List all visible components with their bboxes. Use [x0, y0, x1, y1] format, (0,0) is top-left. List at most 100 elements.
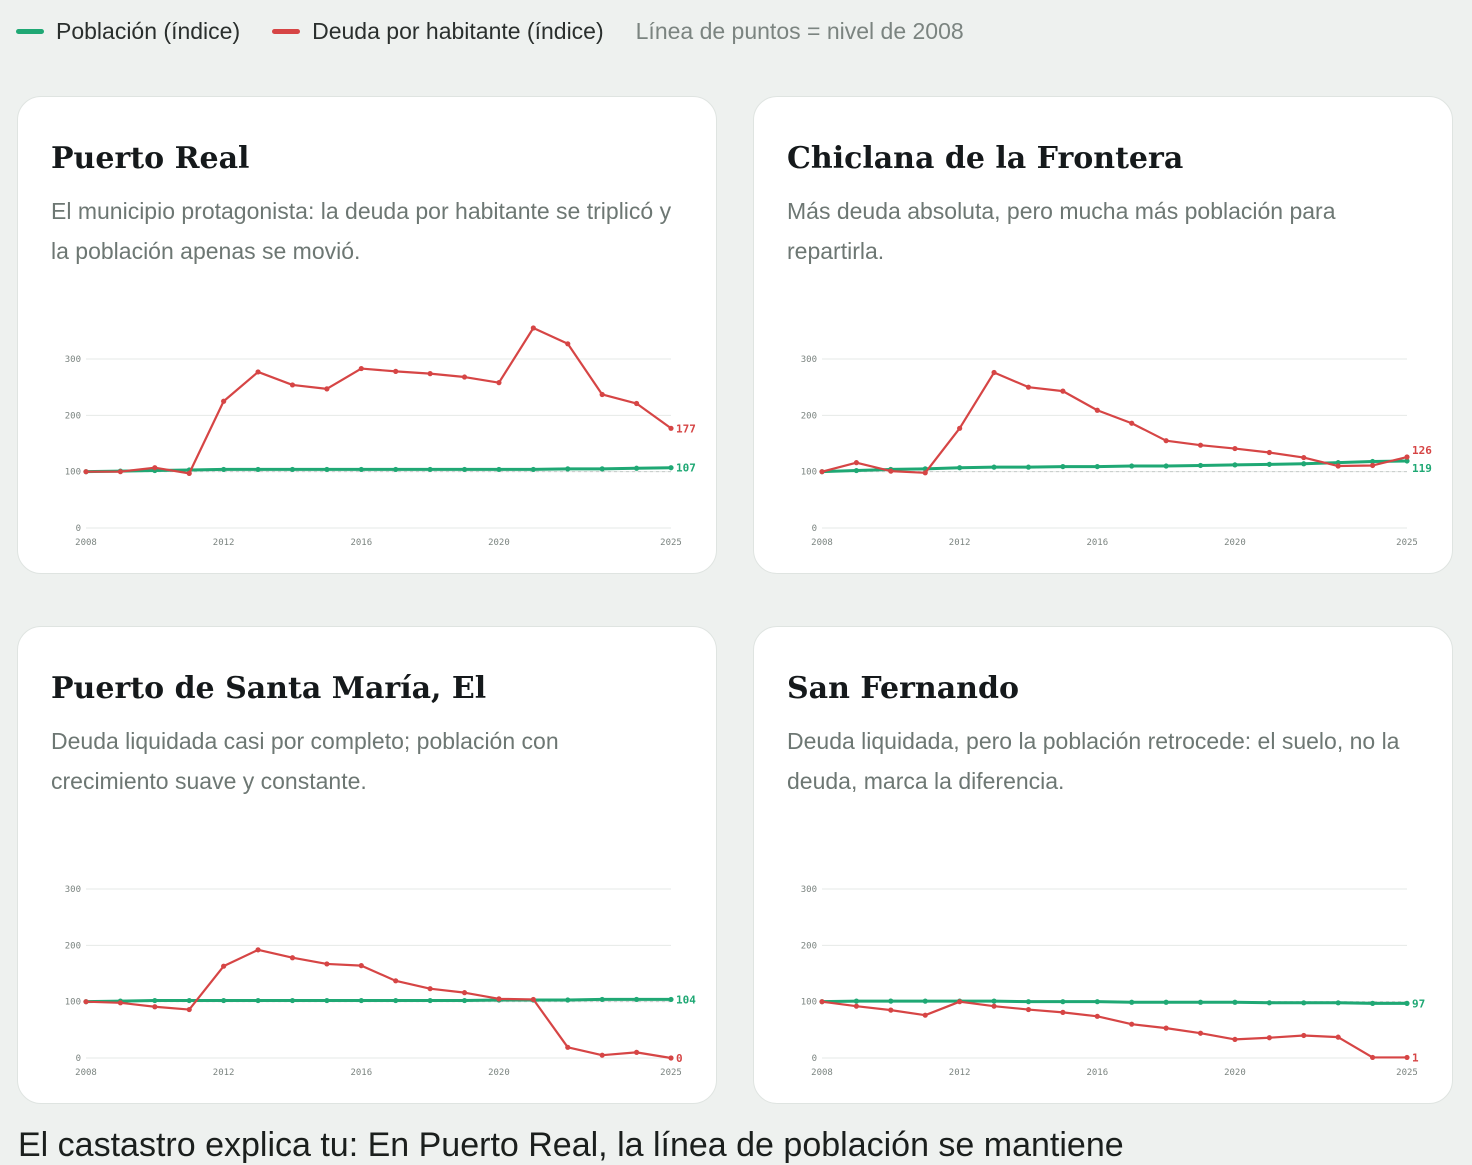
data-point-poblacion — [530, 466, 536, 473]
data-point-deuda — [819, 999, 825, 1005]
data-point-poblacion — [255, 997, 261, 1004]
data-point-poblacion — [853, 467, 860, 474]
data-point-deuda — [957, 999, 963, 1005]
data-point-poblacion — [1369, 458, 1376, 465]
card-title: San Fernando — [787, 671, 1019, 706]
data-point-poblacion — [186, 997, 192, 1004]
data-point-poblacion — [957, 465, 963, 471]
data-point-poblacion — [1301, 461, 1307, 467]
data-point-poblacion — [221, 466, 227, 473]
legend-item-poblacion: Población (índice) — [16, 18, 240, 45]
data-point-poblacion — [461, 466, 468, 473]
data-point-deuda — [991, 369, 997, 376]
y-tick-label: 0 — [76, 524, 81, 534]
data-point-deuda — [633, 400, 640, 407]
end-value-label-deuda: 177 — [676, 422, 696, 435]
data-point-poblacion — [1025, 999, 1032, 1005]
series-line-poblacion — [821, 999, 1407, 1005]
x-tick-label: 2012 — [213, 1068, 235, 1078]
data-point-poblacion — [461, 997, 468, 1004]
x-tick-label: 2008 — [811, 1068, 833, 1078]
end-value-label-deuda: 1 — [1412, 1051, 1419, 1064]
data-point-deuda — [819, 469, 825, 475]
line-chart: 0 100 200 300 2008 2012 2016 2020 2025 177 107 — [65, 325, 696, 548]
data-point-poblacion — [289, 997, 296, 1004]
data-point-poblacion — [633, 465, 640, 471]
data-point-deuda — [186, 470, 192, 476]
data-point-poblacion — [599, 466, 605, 472]
data-point-poblacion — [633, 996, 640, 1003]
data-point-deuda — [221, 398, 227, 404]
data-point-deuda — [152, 465, 158, 471]
data-point-deuda — [427, 986, 433, 992]
data-point-deuda — [358, 963, 364, 969]
data-point-poblacion — [1060, 999, 1066, 1005]
end-value-label-deuda: 126 — [1412, 444, 1432, 457]
data-point-poblacion — [1129, 463, 1135, 469]
data-point-poblacion — [255, 466, 261, 473]
series-line-deuda — [85, 948, 672, 1060]
data-point-poblacion — [1266, 461, 1272, 467]
line-chart: 0 100 200 300 2008 2012 2016 2020 2025 97 1 — [801, 885, 1426, 1078]
y-tick-label: 100 — [65, 468, 81, 478]
data-point-deuda — [1232, 445, 1238, 452]
x-tick-label: 2008 — [75, 1068, 97, 1078]
data-point-deuda — [117, 1000, 124, 1006]
data-point-poblacion — [1197, 462, 1204, 469]
data-point-poblacion — [565, 997, 571, 1003]
data-point-deuda — [289, 382, 296, 388]
end-value-label-deuda: 0 — [676, 1052, 683, 1065]
data-point-poblacion — [1197, 999, 1204, 1005]
card-subtitle: Deuda liquidada casi por completo; pobla… — [51, 728, 559, 794]
x-tick-label: 2025 — [1396, 1068, 1418, 1078]
data-point-deuda — [922, 1012, 928, 1018]
data-point-deuda — [358, 365, 364, 372]
data-point-deuda — [1197, 1030, 1204, 1036]
data-point-poblacion — [496, 466, 502, 473]
x-tick-label: 2008 — [75, 538, 97, 548]
data-point-deuda — [1025, 1006, 1032, 1013]
data-point-deuda — [1301, 1032, 1307, 1039]
data-point-deuda — [530, 325, 536, 331]
data-point-deuda — [1266, 1035, 1272, 1041]
data-point-deuda — [853, 1003, 860, 1009]
data-point-deuda — [1197, 442, 1204, 448]
chart-card-san-fernando: San Fernando Deuda liquidada, pero la po… — [753, 626, 1453, 1104]
data-point-deuda — [599, 1052, 605, 1058]
data-point-poblacion — [393, 466, 399, 473]
x-tick-label: 2012 — [949, 538, 971, 548]
series-line-poblacion — [85, 466, 672, 474]
data-point-deuda — [152, 1004, 158, 1010]
footer-text: El castastro explica tu: En Puerto Real,… — [18, 1126, 1124, 1164]
data-point-deuda — [1232, 1036, 1238, 1043]
y-tick-label: 100 — [801, 468, 817, 478]
data-point-deuda — [289, 955, 296, 961]
data-point-poblacion — [1232, 462, 1238, 468]
data-point-deuda — [888, 1007, 894, 1013]
x-tick-label: 2025 — [660, 538, 682, 548]
data-point-deuda — [1129, 1021, 1135, 1027]
x-tick-label: 2016 — [1086, 1068, 1108, 1078]
data-point-poblacion — [1163, 463, 1169, 469]
data-point-deuda — [255, 369, 261, 375]
data-point-deuda — [1301, 454, 1307, 461]
chart-card-chiclana: Chiclana de la Frontera Más deuda absolu… — [753, 96, 1453, 574]
y-tick-label: 300 — [801, 885, 817, 895]
legend-item-deuda: Deuda por habitante (índice) — [272, 18, 604, 45]
data-point-deuda — [1094, 407, 1100, 413]
data-point-poblacion — [991, 464, 997, 470]
data-point-poblacion — [1232, 999, 1238, 1005]
data-point-poblacion — [1266, 1000, 1272, 1006]
data-point-deuda — [633, 1049, 640, 1055]
data-point-deuda — [461, 990, 468, 996]
end-value-label-poblacion: 104 — [676, 993, 696, 1006]
data-point-deuda — [565, 341, 571, 347]
data-point-poblacion — [1369, 1000, 1376, 1006]
data-point-poblacion — [853, 998, 860, 1004]
data-point-deuda — [922, 470, 928, 476]
series-line-poblacion — [85, 997, 671, 1004]
data-point-poblacion — [289, 466, 296, 473]
legend-label-poblacion: Población (índice) — [56, 18, 241, 44]
data-point-deuda — [221, 963, 227, 969]
x-tick-label: 2020 — [1224, 538, 1246, 548]
